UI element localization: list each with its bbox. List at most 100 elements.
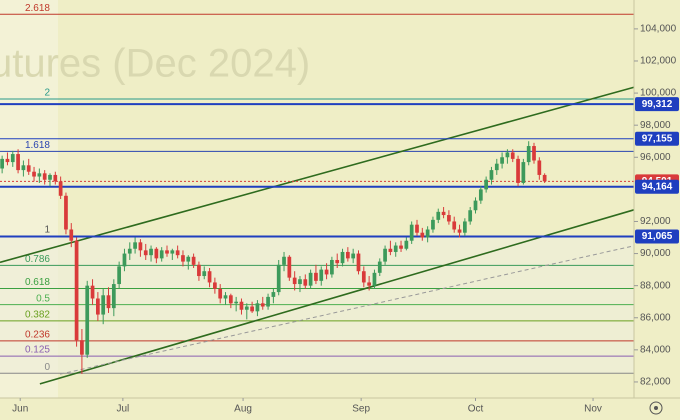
candle-body — [26, 165, 31, 172]
candle-body — [80, 340, 84, 355]
candle-body — [292, 277, 297, 285]
y-tick-label: 92,000 — [640, 216, 671, 227]
x-tick-label: Aug — [234, 404, 252, 415]
plot: 2.618 2 1.618 1 0.786 0.618 0.5 0.382 0.236 0.125… — [0, 3, 635, 385]
candle-body — [494, 163, 499, 171]
fib-label: 0.382 — [25, 309, 50, 320]
candle-body — [324, 269, 329, 275]
candle-body — [393, 245, 398, 252]
candle-body — [516, 158, 520, 183]
candle-body — [478, 189, 483, 201]
candle-body — [377, 261, 382, 273]
candle-body — [447, 215, 451, 222]
candle-body — [340, 251, 345, 264]
candle-body — [308, 272, 313, 286]
candle-body — [330, 259, 334, 275]
candle-body — [521, 162, 526, 183]
candle-body — [48, 174, 52, 180]
candle-body — [510, 152, 515, 159]
y-tick-label: 90,000 — [640, 248, 671, 259]
candle-body — [505, 152, 510, 158]
candle-body — [319, 269, 324, 281]
candle-body — [90, 285, 95, 299]
candle-body — [64, 195, 68, 230]
candle-body — [425, 229, 430, 238]
candle-body — [388, 248, 393, 252]
y-tick-label: 86,000 — [640, 312, 671, 323]
price-label: 91,065 — [642, 231, 673, 242]
candle-body — [239, 301, 244, 310]
candle-body — [58, 181, 63, 196]
candle-body — [197, 264, 201, 277]
candle-body — [441, 211, 446, 216]
candle-body — [526, 146, 531, 163]
candle-body — [383, 248, 387, 262]
candle-body — [202, 271, 207, 277]
candle-body — [69, 229, 74, 241]
candle-body — [165, 250, 169, 254]
price-label-box — [635, 97, 679, 112]
x-tick-label: Sep — [352, 404, 370, 415]
fib-label: 0.236 — [25, 329, 50, 340]
candle-body — [244, 306, 249, 310]
price-label: 99,312 — [642, 99, 673, 110]
x-tick-label: Jul — [116, 404, 129, 415]
settings-icon[interactable] — [649, 401, 663, 415]
fib-label: 2.618 — [25, 3, 50, 14]
candle-body — [186, 256, 191, 262]
fib-label: 0.786 — [25, 254, 50, 265]
candle-body — [143, 250, 148, 256]
fib-label: 0 — [44, 362, 50, 373]
candle-body — [117, 266, 122, 285]
candle-body — [367, 282, 371, 286]
y-tick-label: 102,000 — [640, 56, 677, 67]
candle-body — [74, 240, 79, 341]
candle-body — [351, 253, 356, 259]
candle-body — [489, 170, 494, 180]
y-tick-label: 88,000 — [640, 280, 671, 291]
candle-body — [101, 295, 106, 315]
fib-label: 1.618 — [25, 140, 50, 151]
candle-body — [537, 160, 542, 175]
fib-label: 0.5 — [36, 293, 50, 304]
fib-label: 1 — [44, 225, 50, 236]
candle-body — [42, 173, 47, 180]
y-tick-label: 104,000 — [640, 24, 677, 35]
price-label-box — [635, 131, 679, 146]
candle-body — [149, 248, 153, 256]
candle-body — [420, 232, 425, 238]
candle-body — [175, 250, 180, 256]
axis: 82,000 84,000 86,000 88,000 90,000 92,000 96,0… — [12, 24, 679, 415]
candle-body — [255, 303, 260, 312]
candle-body — [314, 272, 318, 281]
candle-body — [468, 210, 473, 222]
x-tick-label: Oct — [468, 404, 484, 415]
candle-body — [159, 250, 164, 259]
trendline — [0, 86, 635, 264]
candle-body — [207, 271, 212, 283]
price-label-box — [635, 229, 679, 244]
candle-body — [122, 253, 127, 267]
candle-body — [106, 295, 111, 309]
candle-body — [303, 279, 308, 286]
candle-body — [96, 298, 100, 315]
trendline — [39, 209, 635, 385]
y-tick-label: 100,000 — [640, 88, 677, 99]
candle-body — [223, 295, 228, 299]
candle-body — [213, 282, 217, 289]
trendline — [59, 245, 635, 375]
candle-body — [37, 173, 42, 177]
y-tick-label: 84,000 — [640, 344, 671, 355]
price-label: 97,155 — [642, 133, 673, 144]
settings-icon-dot — [654, 406, 658, 410]
price-label: 94,164 — [642, 181, 673, 192]
candle-body — [138, 242, 143, 251]
candle-body — [0, 158, 4, 169]
candle-body — [431, 219, 435, 230]
candle-body — [463, 221, 467, 233]
candle-body — [399, 245, 403, 249]
candle-body — [21, 165, 26, 171]
candle-body — [409, 224, 414, 241]
candle-body — [191, 256, 196, 265]
